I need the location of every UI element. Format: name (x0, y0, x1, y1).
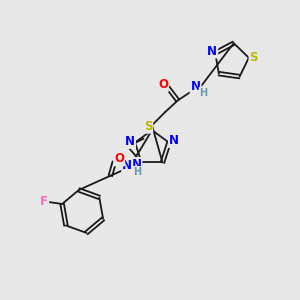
Text: S: S (250, 51, 258, 64)
Text: H: H (200, 88, 208, 98)
Text: N: N (122, 159, 132, 172)
Text: O: O (158, 78, 168, 91)
Text: N: N (131, 158, 142, 171)
Text: H: H (133, 167, 141, 177)
Text: N: N (207, 44, 217, 58)
Text: N: N (169, 134, 179, 147)
Text: N: N (125, 135, 135, 148)
Text: O: O (114, 152, 124, 165)
Text: F: F (40, 196, 48, 208)
Text: S: S (144, 120, 152, 133)
Text: N: N (190, 80, 201, 93)
